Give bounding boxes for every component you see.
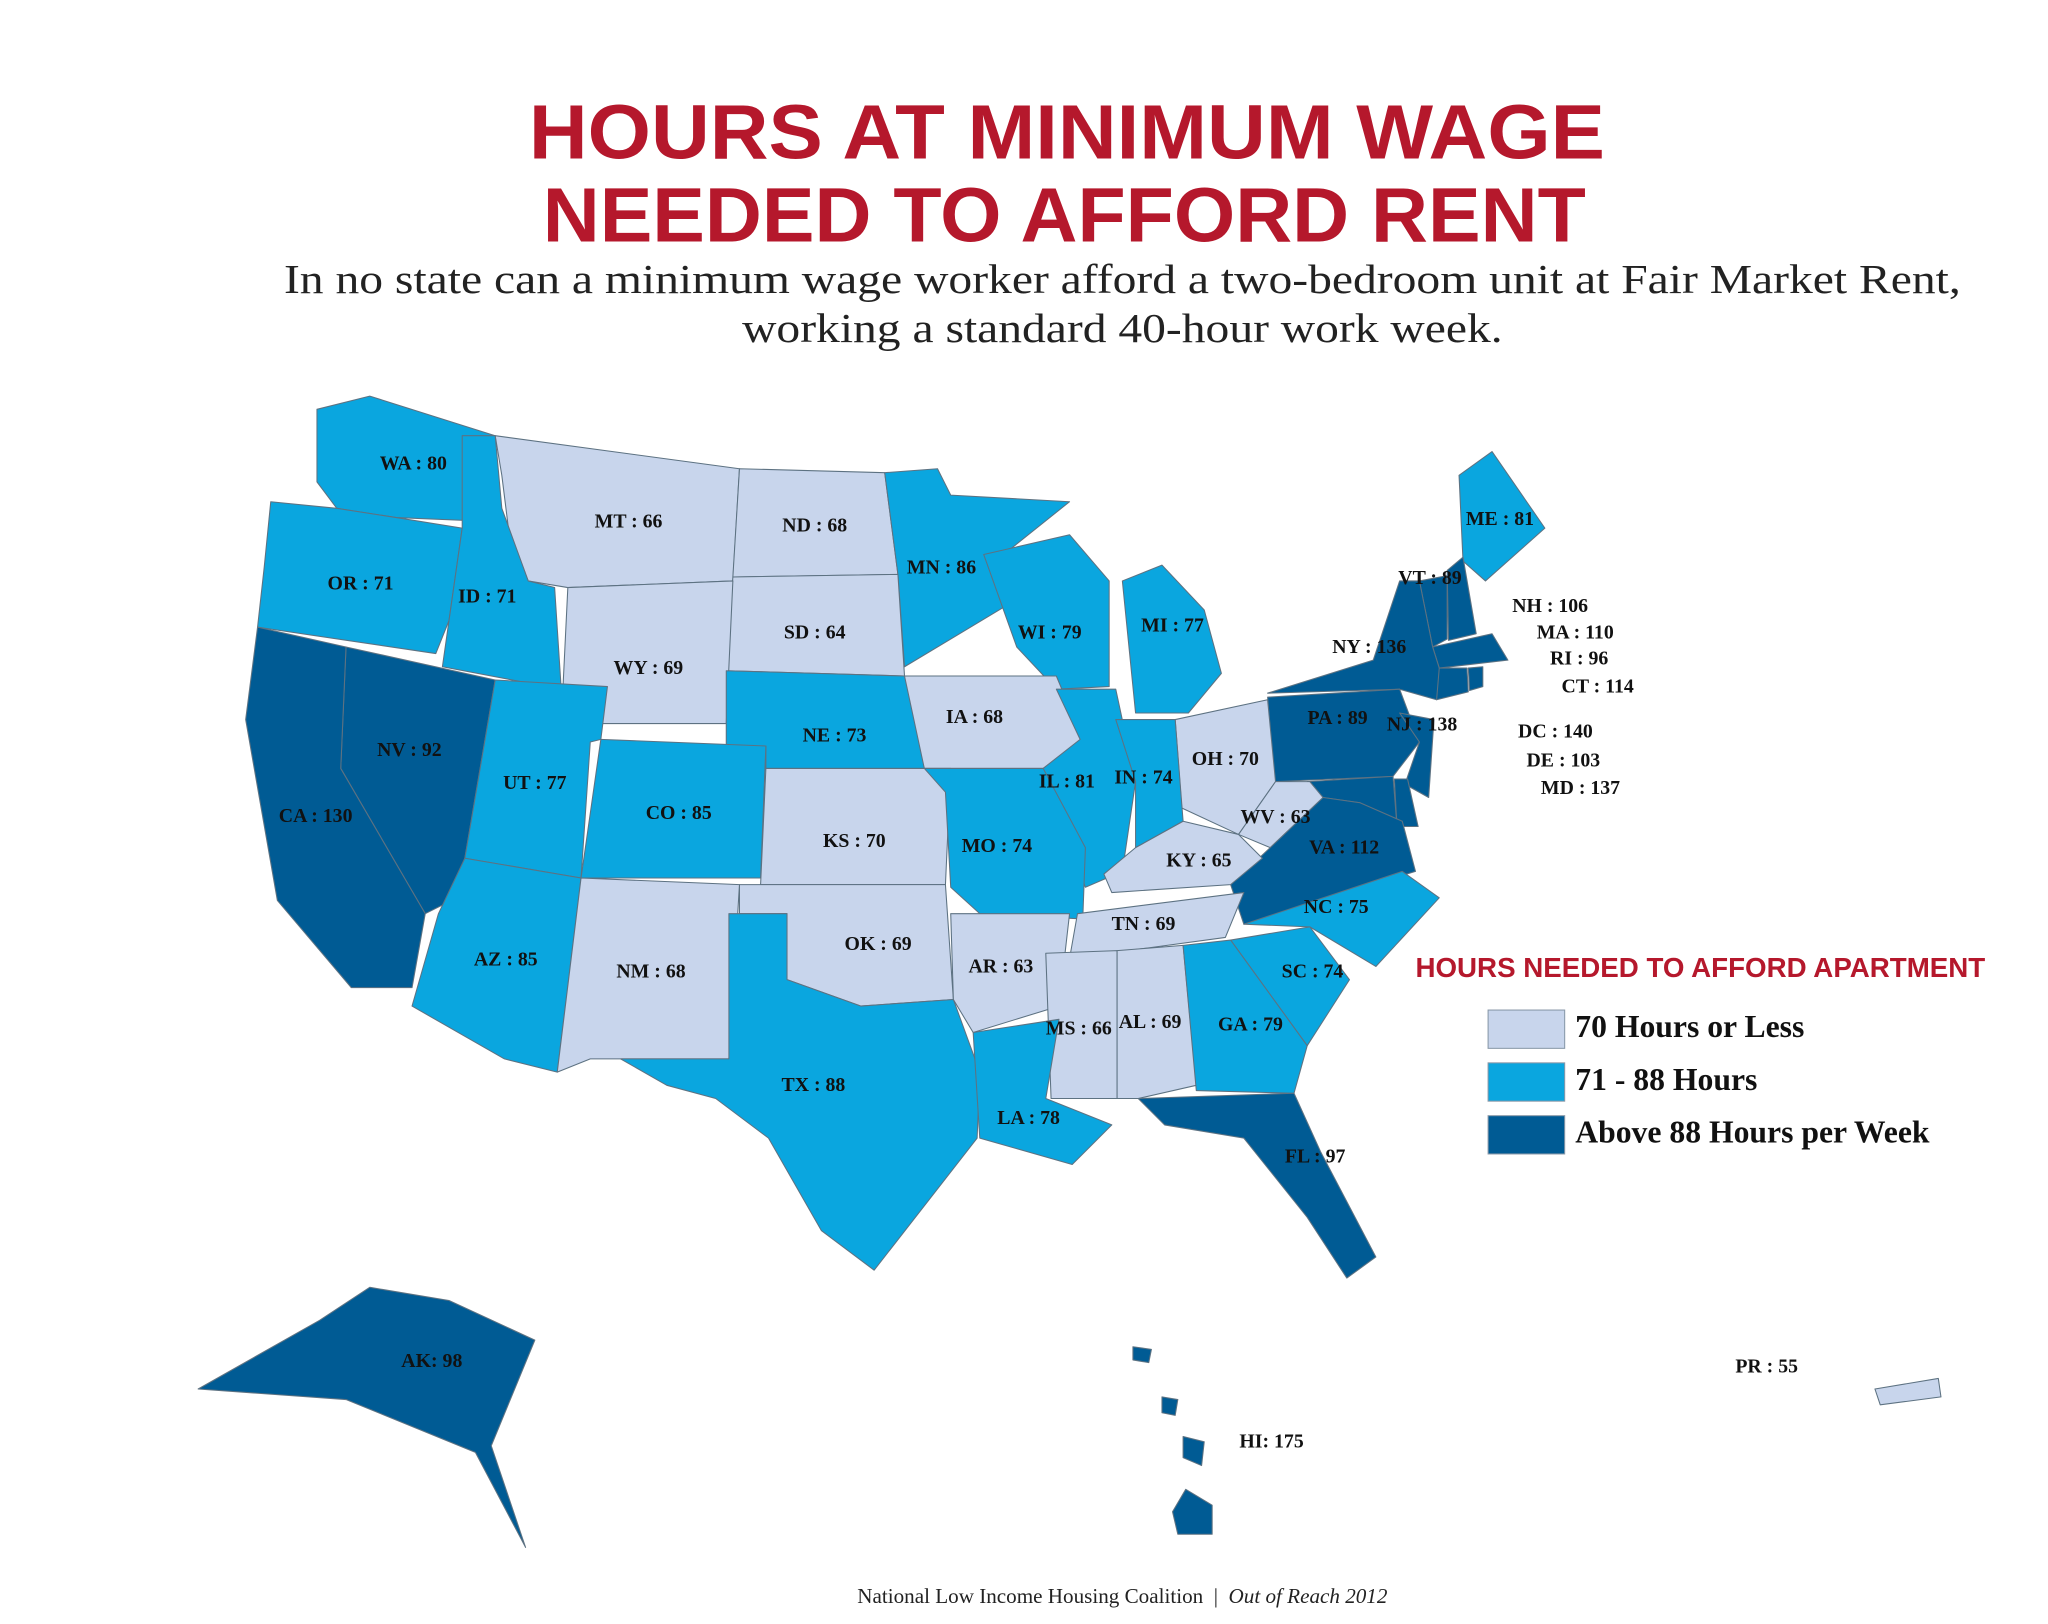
state-shape [1874,1377,1942,1406]
title-line: HOURS AT MINIMUM WAGE [529,90,1605,175]
legend-label: 71 - 88 Hours [1575,1062,1757,1097]
state-label: AL : 69 [1119,1011,1182,1033]
state-label: CA : 130 [279,805,353,827]
state-label: PA : 89 [1308,707,1368,729]
state-label: OK : 69 [845,933,912,955]
state-label: MN : 86 [907,557,976,579]
state-labels: WA : 80 MT : 66 ND : 68 MN : 86 ME : 81 OR : … [279,452,1798,1452]
state-label: FL : 97 [1285,1145,1346,1167]
state-label: GA : 79 [1218,1013,1283,1035]
state-label: IL : 81 [1039,770,1095,792]
state-label: DC : 140 [1518,720,1593,742]
title-line: NEEDED TO AFFORD RENT [543,174,1586,259]
state-shape [972,1018,1113,1166]
legend-swatch [1487,1062,1566,1102]
state-shape [1116,944,1197,1100]
footer-publication: Out of Reach 2012 [1229,1584,1388,1608]
state-shape [1399,712,1435,799]
state-shape [441,435,562,690]
state-label: WA : 80 [380,452,447,474]
legend-swatch [1487,1009,1566,1049]
state-label: RI : 96 [1550,648,1608,670]
state-label: AZ : 85 [474,949,538,971]
state-label: NC : 75 [1304,896,1369,918]
state-label: SC : 74 [1282,961,1344,983]
legend-title: HOURS NEEDED TO AFFORD APARTMENT [1415,952,1985,983]
subtitle-line: In no state can a minimum wage worker af… [284,257,1961,302]
state-label: NE : 73 [803,724,867,746]
state-shape [1238,781,1324,849]
state-label: UT : 77 [503,772,567,794]
state-shape [1243,870,1440,968]
state-shape [1467,666,1484,692]
state-shape [197,1286,536,1548]
state-label: NH : 106 [1512,595,1588,617]
state-label: NJ : 138 [1387,714,1457,736]
state-shapes [197,395,1942,1548]
state-label: CO : 85 [646,802,712,824]
state-label: PR : 55 [1735,1355,1798,1377]
state-label: OH : 70 [1192,748,1259,770]
state-label: IN : 74 [1114,767,1172,789]
legend-swatch [1487,1115,1566,1155]
state-label: TX : 88 [782,1074,846,1096]
state-label: WI : 79 [1018,621,1082,643]
state-shape [1267,580,1440,701]
state-shape [620,913,981,1271]
state-label: NV : 92 [377,739,442,761]
state-shape [316,395,496,523]
state-label: MT : 66 [595,510,663,532]
subtitle-line: working a standard 40-hour work week. [742,306,1503,351]
state-label: DE : 103 [1527,749,1601,771]
state-shape [245,626,426,989]
footer-org: National Low Income Housing Coalition [857,1584,1203,1608]
footer-separator: | [1214,1584,1218,1608]
state-label: OR : 71 [328,572,394,594]
state-label: MS : 66 [1046,1017,1112,1039]
state-label: TN : 69 [1112,913,1176,935]
state-label: NY : 136 [1332,636,1406,658]
state-label: ID : 71 [458,586,516,608]
state-shape [1137,1092,1377,1279]
state-shape [1182,939,1308,1094]
state-shape [1121,564,1222,714]
legend-label: 70 Hours or Less [1575,1009,1804,1044]
state-label: VT : 89 [1398,567,1462,589]
state-label: IA : 68 [946,706,1003,728]
state-label: VA : 112 [1309,837,1379,859]
state-label: MO : 74 [962,835,1032,857]
state-label: LA : 78 [997,1107,1060,1129]
state-label: AR : 63 [968,955,1033,977]
state-label: ND : 68 [782,514,847,536]
state-label: MD : 137 [1541,777,1620,799]
state-shape [760,767,952,886]
state-label: SD : 64 [784,621,846,643]
state-label: WY : 69 [614,657,684,679]
legend-label: Above 88 Hours per Week [1575,1115,1930,1150]
state-shape [1458,451,1546,582]
legend: 70 Hours or Less 71 - 88 Hours Above 88 Ho… [1487,1009,1930,1155]
state-shape [1042,688,1137,888]
state-label: CT : 114 [1562,675,1634,697]
footer: National Low Income Housing Coalition | … [857,1584,1388,1608]
state-label: ME : 81 [1466,508,1534,530]
state-shape [1132,1346,1213,1535]
state-label: AK: 98 [401,1350,462,1372]
state-label: KS : 70 [823,830,886,852]
state-label: HI: 175 [1239,1431,1303,1453]
state-shape [1446,556,1477,641]
state-shape [983,534,1110,690]
state-label: MI : 77 [1141,615,1204,637]
state-shape [1103,820,1263,894]
state-label: NM : 68 [616,961,685,983]
state-label: MA : 110 [1537,621,1614,643]
state-shape [1069,892,1245,960]
state-shape [950,913,1071,1034]
state-label: KY : 65 [1166,850,1231,872]
state-label: WV : 63 [1241,806,1311,828]
